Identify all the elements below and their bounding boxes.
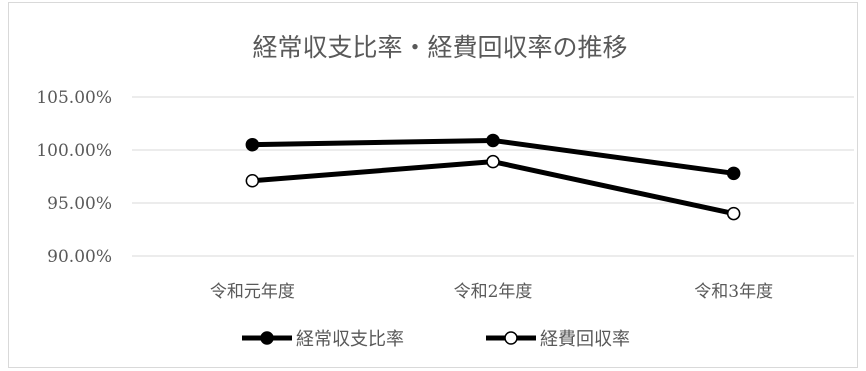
data-point (726, 166, 741, 181)
legend-label: 経費回収率 (540, 329, 630, 350)
data-point (245, 137, 260, 152)
legend-marker (260, 331, 274, 345)
x-tick-label: 令和元年度 (210, 282, 295, 302)
legend-marker (504, 331, 518, 345)
legend: 経常収支比率 経費回収率 (242, 329, 630, 350)
data-point (486, 133, 500, 148)
gridlines (132, 96, 854, 257)
y-axis-ticks: 90.00% 95.00% 100.00% 105.00% (36, 88, 112, 267)
x-axis-ticks: 令和元年度 令和2年度 令和3年度 (210, 282, 773, 302)
y-tick-label: 105.00% (36, 88, 112, 108)
legend-label: 経常収支比率 (296, 329, 404, 350)
data-point (486, 154, 500, 169)
x-tick-label: 令和3年度 (694, 282, 773, 302)
y-tick-label: 95.00% (47, 194, 112, 214)
y-tick-label: 90.00% (47, 247, 112, 267)
chart-title: 経常収支比率・経費回収率の推移 (252, 33, 627, 62)
series-line-2 (252, 159, 735, 217)
y-tick-label: 100.00% (36, 141, 112, 161)
data-point (245, 173, 260, 188)
x-tick-label: 令和2年度 (454, 282, 533, 302)
chart-frame (8, 2, 858, 368)
series-layer (245, 133, 741, 221)
data-point (726, 206, 741, 221)
